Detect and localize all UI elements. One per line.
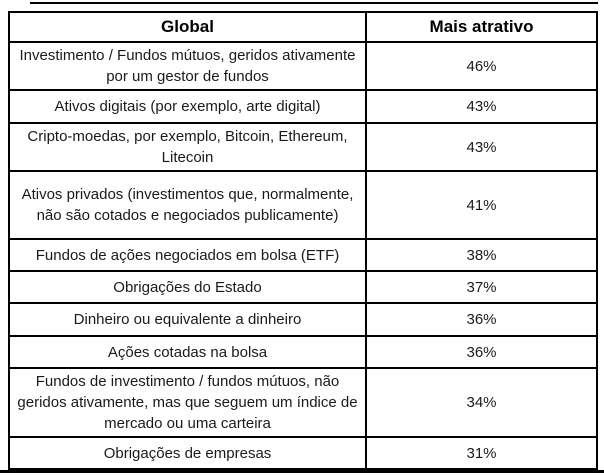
table-row: Fundos de ações negociados em bolsa (ETF… (8, 238, 598, 272)
percentage-cell: 41% (365, 170, 598, 240)
percentage-cell: 43% (365, 122, 598, 172)
asset-class-cell: Obrigações do Estado (8, 270, 367, 304)
table-row: Cripto-moedas, por exemplo, Bitcoin, Eth… (8, 122, 598, 172)
asset-class-cell: Ativos digitais (por exemplo, arte digit… (8, 89, 367, 124)
percentage-cell: 31% (365, 436, 598, 470)
table-row: Ações cotadas na bolsa 36% (8, 335, 598, 369)
table-body: Investimento / Fundos mútuos, geridos at… (8, 41, 598, 470)
asset-class-cell: Obrigações de empresas (8, 436, 367, 470)
asset-class-cell: Ações cotadas na bolsa (8, 335, 367, 369)
percentage-cell: 36% (365, 302, 598, 337)
percentage-cell: 46% (365, 41, 598, 91)
asset-class-cell: Fundos de investimento / fundos mútuos, … (8, 367, 367, 438)
column-header-global: Global (8, 11, 367, 43)
asset-class-cell: Investimento / Fundos mútuos, geridos at… (8, 41, 367, 91)
table-row: Ativos digitais (por exemplo, arte digit… (8, 89, 598, 124)
percentage-cell: 34% (365, 367, 598, 438)
table-row: Investimento / Fundos mútuos, geridos at… (8, 41, 598, 91)
asset-class-cell: Dinheiro ou equivalente a dinheiro (8, 302, 367, 337)
asset-class-cell: Ativos privados (investimentos que, norm… (8, 170, 367, 240)
percentage-cell: 43% (365, 89, 598, 124)
table-row: Fundos de investimento / fundos mútuos, … (8, 367, 598, 438)
table-row: Obrigações do Estado 37% (8, 270, 598, 304)
table-row: Obrigações de empresas 31% (8, 436, 598, 470)
percentage-cell: 38% (365, 238, 598, 272)
percentage-cell: 37% (365, 270, 598, 304)
attractiveness-table: Global Mais atrativo Investimento / Fund… (8, 11, 598, 470)
asset-class-cell: Fundos de ações negociados em bolsa (ETF… (8, 238, 367, 272)
header-row: Global Mais atrativo (8, 11, 598, 43)
column-header-mais-atrativo: Mais atrativo (365, 11, 598, 43)
top-divider-line (30, 2, 598, 4)
bottom-divider-line (0, 470, 604, 473)
table-row: Dinheiro ou equivalente a dinheiro 36% (8, 302, 598, 337)
table-row: Ativos privados (investimentos que, norm… (8, 170, 598, 240)
percentage-cell: 36% (365, 335, 598, 369)
asset-class-cell: Cripto-moedas, por exemplo, Bitcoin, Eth… (8, 122, 367, 172)
